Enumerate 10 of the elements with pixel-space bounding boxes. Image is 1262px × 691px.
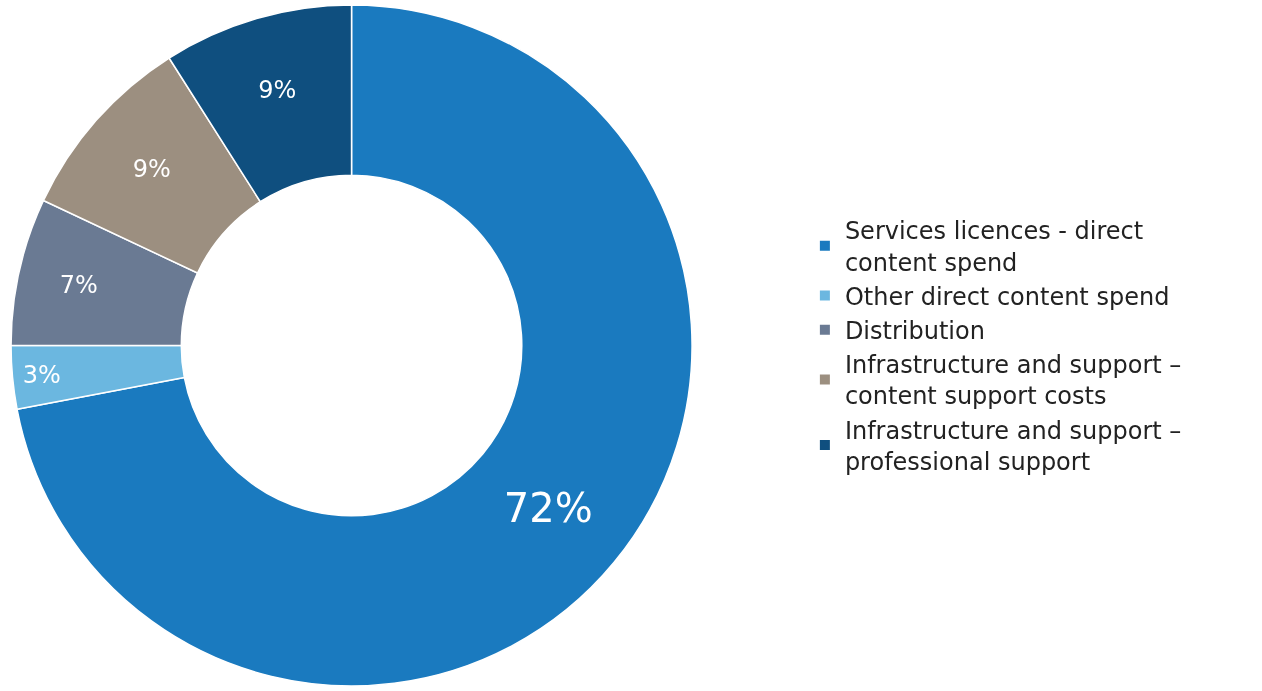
legend-label: Distribution xyxy=(844,317,985,346)
data-label: 7% xyxy=(59,270,98,299)
legend-label: Other direct content spend xyxy=(844,282,1170,311)
data-label: 9% xyxy=(132,155,171,184)
legend-label: Services licences - direct content spend xyxy=(844,217,1144,277)
data-label: 9% xyxy=(258,75,297,104)
data-label: 72% xyxy=(503,485,593,532)
legend-label: Infrastructure and support – content support costs xyxy=(844,351,1182,411)
data-label: 3% xyxy=(22,360,61,389)
legend-label: Infrastructure and support – professional support xyxy=(844,416,1182,476)
